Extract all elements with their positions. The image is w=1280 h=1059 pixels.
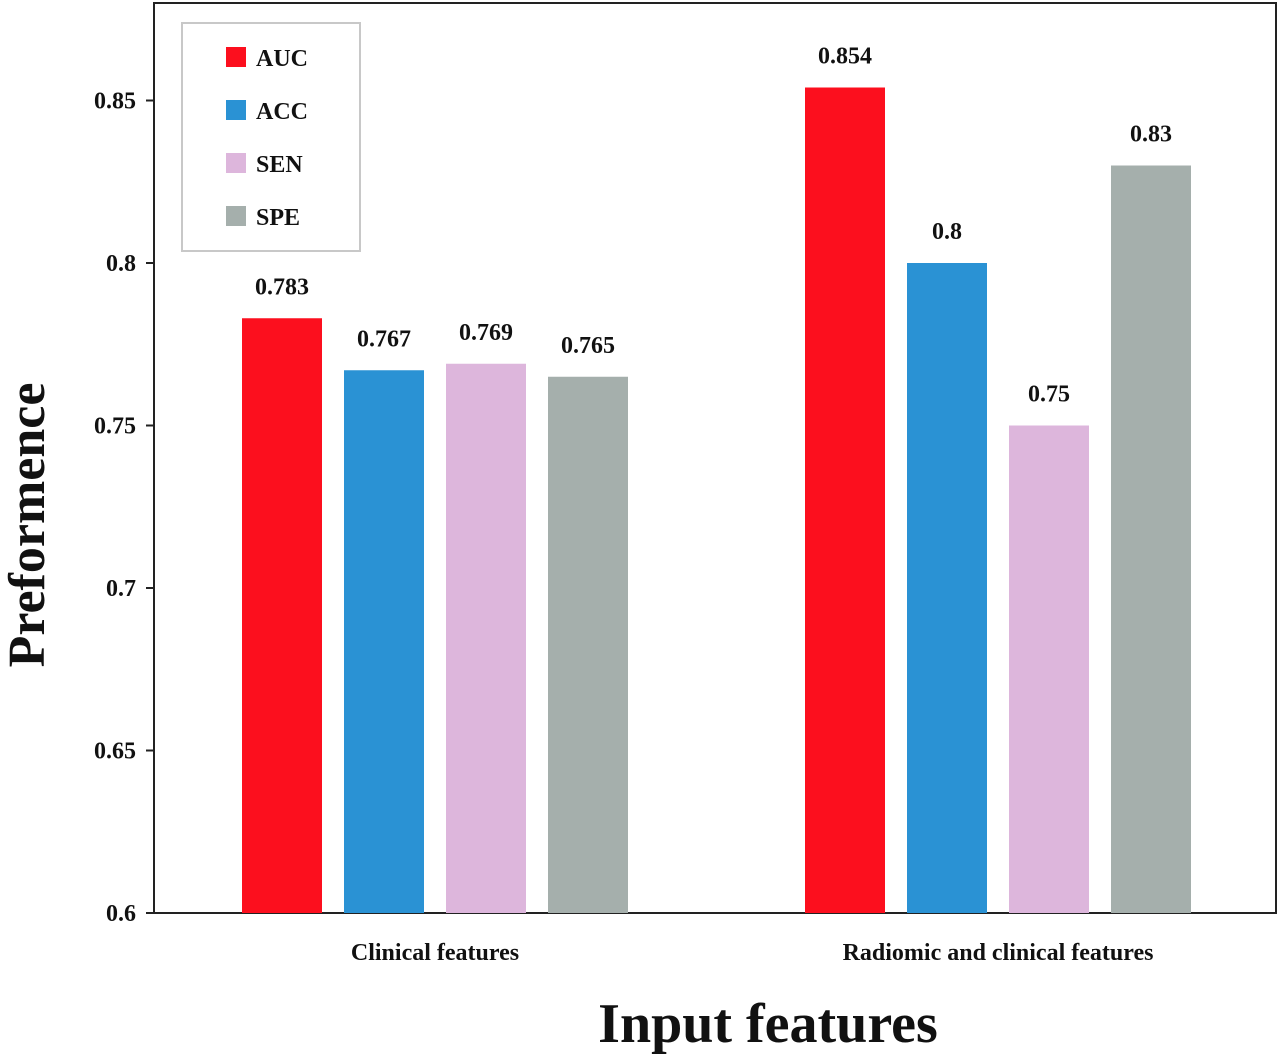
bar-acc	[907, 263, 987, 913]
y-axis-ticks: 0.6 0.65 0.7 0.75 0.8 0.85	[94, 89, 154, 927]
bars	[242, 87, 1191, 913]
bar-spe	[548, 376, 628, 913]
legend-swatch-spe	[226, 206, 246, 226]
legend: AUC ACC SEN SPE	[181, 22, 361, 252]
y-axis-title: Preformence	[0, 383, 56, 668]
y-tick-label: 0.7	[106, 576, 136, 602]
bar-acc	[344, 370, 424, 913]
y-tick-label: 0.65	[94, 739, 136, 765]
legend-box	[181, 22, 361, 252]
y-tick-label: 0.8	[106, 251, 136, 277]
x-category-label: Clinical features	[351, 940, 519, 966]
legend-swatch-acc	[226, 100, 246, 120]
bar-sen	[1009, 425, 1089, 913]
x-category-label: Radiomic and clinical features	[843, 940, 1154, 966]
x-axis-title: Input features	[598, 993, 938, 1054]
data-labels: 0.783 0.854 0.767 0.8 0.769 0.75 0.765 0.83	[255, 44, 1172, 408]
data-label: 0.8	[932, 219, 962, 245]
data-label: 0.765	[561, 333, 615, 359]
legend-label: ACC	[256, 99, 308, 125]
bar-sen	[446, 363, 526, 913]
legend-label: AUC	[256, 46, 308, 72]
data-label: 0.769	[459, 320, 513, 346]
x-axis-categories: Clinical features Radiomic and clinical f…	[351, 940, 1154, 966]
legend-swatch-sen	[226, 153, 246, 173]
data-label: 0.83	[1130, 122, 1172, 148]
data-label: 0.854	[818, 44, 872, 70]
legend-label: SPE	[256, 205, 300, 231]
bar-spe	[1111, 165, 1191, 913]
y-tick-label: 0.6	[106, 901, 136, 927]
bar-auc	[242, 318, 322, 913]
legend-swatch-auc	[226, 47, 246, 67]
y-tick-label: 0.85	[94, 89, 136, 115]
data-label: 0.75	[1028, 382, 1070, 408]
y-tick-label: 0.75	[94, 414, 136, 440]
legend-label: SEN	[256, 152, 303, 178]
data-label: 0.783	[255, 274, 309, 300]
data-label: 0.767	[357, 326, 411, 352]
bar-auc	[805, 87, 885, 913]
plot-frame	[153, 2, 1277, 914]
